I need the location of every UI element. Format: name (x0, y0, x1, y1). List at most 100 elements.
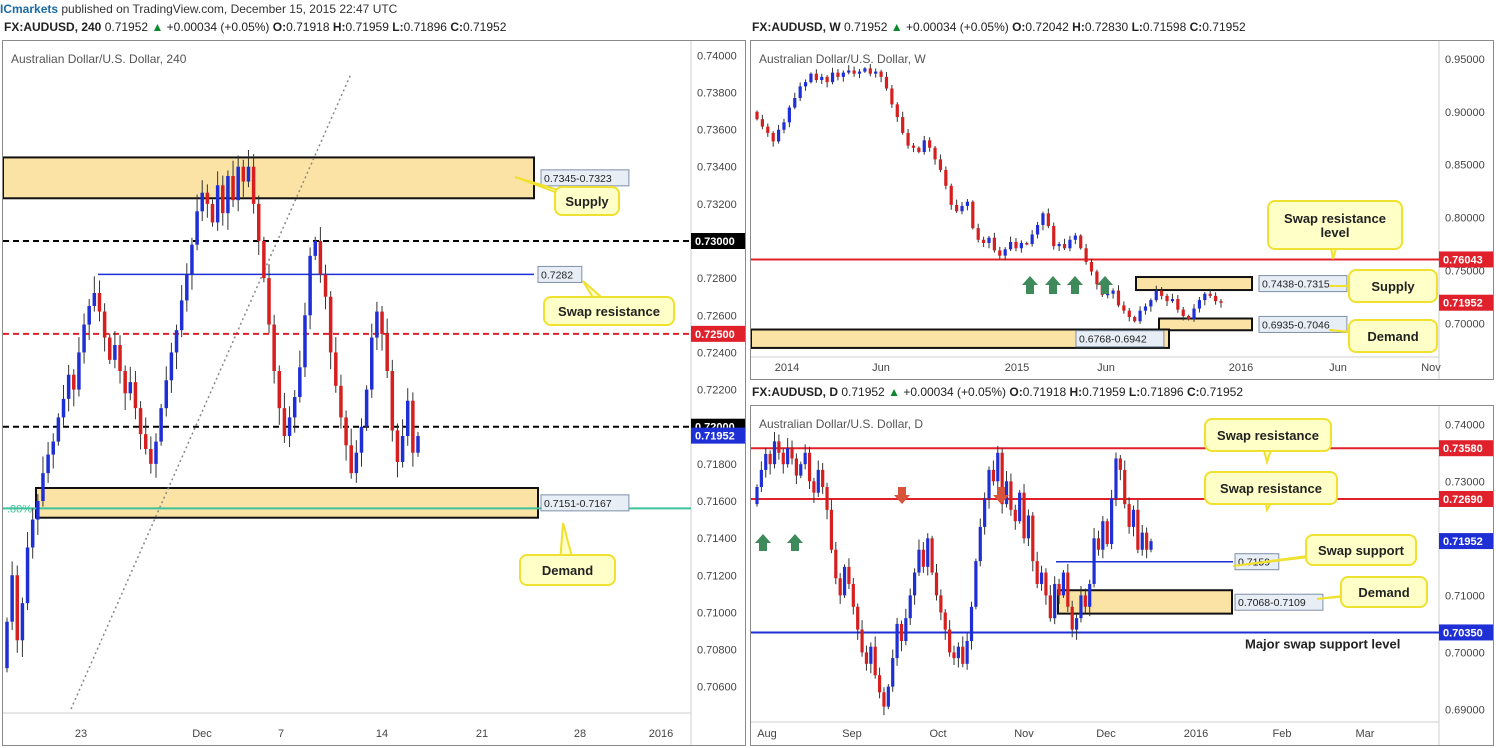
candle-body (899, 623, 904, 641)
callout-supply: Supply (1329, 269, 1438, 303)
candle-body (976, 228, 980, 240)
weekly-symbol: FX:AUDUSD, W (752, 20, 841, 34)
candle-body (1014, 241, 1018, 249)
zone-value-label (540, 169, 630, 187)
zone-value-label-text: 0.7282 (541, 269, 573, 281)
price-tick-label: 0.95000 (1445, 54, 1485, 66)
candle-body (998, 250, 1002, 256)
candle-body (798, 86, 802, 99)
green-up-arrow-icon (1067, 276, 1083, 294)
candle-body (764, 453, 768, 470)
callout-box (543, 296, 675, 326)
weekly-chart-frame[interactable] (750, 40, 1494, 380)
price-tick-label: 0.70000 (1445, 318, 1485, 330)
h4-high: 0.71959 (345, 20, 389, 34)
weekly-change: +0.00034 (+0.05%) (905, 20, 1009, 34)
zone-rectangle (35, 487, 539, 519)
candle-body (965, 641, 969, 664)
candle-body (41, 473, 45, 501)
candle-body (56, 417, 61, 442)
candle-body (803, 452, 807, 465)
zone-value-label (1075, 330, 1165, 348)
price-tick-label: 0.73200 (697, 199, 737, 211)
candle-body (1114, 458, 1118, 499)
candle-body (138, 408, 143, 435)
candle-body (874, 71, 878, 74)
candle-body (36, 501, 40, 520)
candle-body (154, 441, 158, 464)
price-tag-label: 0.71952 (695, 431, 735, 443)
zone-value-label-text: 0.7438-0.7315 (1262, 279, 1330, 291)
zone-value-label (1258, 315, 1348, 333)
candle-body (1092, 538, 1096, 584)
daily-price: 0.71952 (841, 385, 885, 399)
candle-body (185, 274, 189, 301)
daily-chart-frame[interactable] (750, 405, 1494, 746)
candle-body (766, 126, 770, 133)
price-tag (691, 233, 745, 249)
zone-value-label (1258, 275, 1348, 293)
candle-body (782, 122, 786, 130)
price-tick-label: 0.71600 (697, 496, 737, 508)
zone-value-label (1234, 553, 1280, 571)
price-tick-label: 0.71400 (697, 533, 737, 545)
candle-body (1019, 242, 1023, 249)
candle-body (803, 82, 808, 87)
candle-body (1041, 213, 1045, 225)
green-up-arrow-icon (1097, 276, 1113, 294)
price-tick-label: 0.71000 (1445, 590, 1485, 602)
price-tick-label: 0.71200 (697, 570, 737, 582)
candle-body (1052, 226, 1056, 247)
candle-body (913, 572, 917, 596)
candle-body (1003, 249, 1007, 256)
candle-body (1154, 290, 1158, 301)
candle-body (190, 244, 194, 275)
weekly-chart[interactable]: Australian Dollar/U.S. Dollar, W 0.95000 0… (751, 41, 1493, 379)
daily-close: 0.71952 (1199, 385, 1244, 399)
h4-chart[interactable]: Australian Dollar/U.S. Dollar, 240 0.7400… (3, 41, 745, 745)
candle-body (1145, 532, 1149, 550)
callout-box (1348, 269, 1438, 303)
callout-box (1204, 418, 1332, 452)
candle-body (809, 73, 813, 83)
candle-body (241, 166, 246, 182)
zone-value-label-text: 0.7151-0.7167 (544, 498, 612, 510)
candle-body (1083, 595, 1087, 607)
candle-body (1149, 541, 1153, 550)
publisher-name[interactable]: ICmarkets (0, 2, 59, 16)
callout-text: Supply (565, 194, 609, 209)
zone-rectangle (3, 156, 535, 200)
price-tick-label: 0.75000 (1445, 265, 1485, 277)
price-tick-label: 0.90000 (1445, 107, 1485, 119)
callout-swap-resistance: Swap resistance (1204, 471, 1338, 513)
h4-chart-frame[interactable] (2, 40, 746, 746)
candle-body (30, 519, 35, 548)
price-tag (691, 427, 745, 444)
candle-body (149, 449, 153, 464)
candle-body (836, 72, 840, 77)
callout-box (1348, 319, 1438, 353)
candle-body (1035, 561, 1039, 584)
candle-body (87, 306, 91, 325)
up-triangle-icon: ▲ (151, 20, 164, 34)
weekly-open: 0.72042 (1025, 20, 1069, 34)
candle-body (1068, 239, 1072, 249)
callout-demand: Demand (519, 522, 616, 586)
candle-body (1066, 572, 1070, 607)
candle-body (794, 458, 798, 476)
major-swap-support-label: Major swap support level (1245, 636, 1400, 651)
fib-label: .80% (7, 503, 32, 515)
candle-body (1035, 224, 1040, 235)
candle-body (1053, 583, 1057, 619)
candle-body (118, 345, 122, 371)
price-tag (1439, 440, 1493, 457)
candle-body (262, 241, 266, 279)
price-tick-label: 0.72400 (697, 347, 737, 359)
callout-text: Demand (1358, 585, 1409, 600)
candle-body (1123, 469, 1127, 505)
daily-chart[interactable]: Australian Dollar/U.S. Dollar, D 0.74000 0… (751, 406, 1493, 745)
candle-body (380, 311, 384, 334)
candle-body (816, 469, 820, 493)
daily-header: FX:AUDUSD, D 0.71952 ▲ +0.00034 (+0.05%)… (752, 385, 1244, 399)
time-tick-label: Feb (1273, 728, 1292, 740)
